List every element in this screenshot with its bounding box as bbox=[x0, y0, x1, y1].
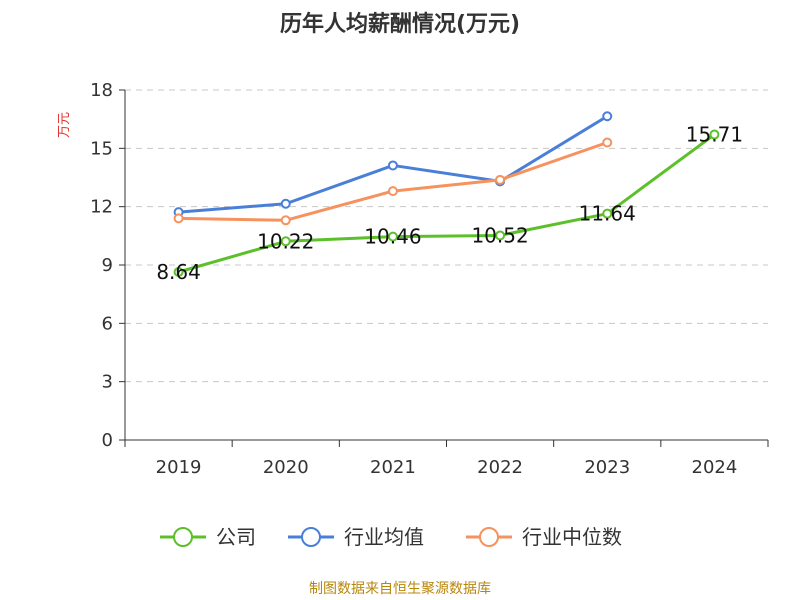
data-point bbox=[387, 186, 398, 197]
legend-marker bbox=[479, 527, 499, 547]
data-source-note: 制图数据来自恒生聚源数据库 bbox=[309, 581, 491, 597]
data-label: 10.52 bbox=[471, 223, 528, 247]
y-axis: 0 3 6 9 12 15 18 bbox=[90, 80, 126, 451]
data-point bbox=[173, 213, 184, 224]
data-label: 15.71 bbox=[686, 123, 743, 147]
data-label: 10.46 bbox=[364, 225, 421, 249]
x-axis: 2019 2020 2021 2022 2023 2024 bbox=[124, 439, 769, 478]
y-tick-label: 3 bbox=[102, 372, 113, 393]
legend-label: 行业均值 bbox=[344, 525, 424, 549]
data-point bbox=[602, 137, 613, 148]
legend-item: 公司 bbox=[160, 525, 256, 549]
legend-label: 行业中位数 bbox=[522, 525, 622, 549]
x-tick-label: 2020 bbox=[263, 457, 309, 478]
y-axis-unit-label: 万元 bbox=[57, 112, 72, 138]
data-point bbox=[280, 215, 291, 226]
data-point bbox=[387, 231, 398, 242]
legend-label: 公司 bbox=[216, 525, 256, 549]
data-point bbox=[173, 267, 184, 277]
legend-item: 行业中位数 bbox=[466, 525, 622, 549]
legend-marker bbox=[301, 527, 321, 547]
legend-item: 行业均值 bbox=[288, 525, 424, 549]
data-point bbox=[280, 198, 291, 209]
data-point bbox=[387, 160, 398, 171]
data-point bbox=[709, 129, 720, 140]
series-lines bbox=[173, 111, 720, 277]
series-line bbox=[178, 133, 716, 274]
gridlines bbox=[125, 89, 768, 383]
data-label: 10.22 bbox=[257, 229, 314, 253]
y-tick-label: 9 bbox=[102, 255, 113, 276]
x-tick-label: 2021 bbox=[370, 457, 416, 478]
data-point bbox=[280, 236, 291, 247]
data-point bbox=[495, 174, 506, 185]
x-tick-label: 2023 bbox=[584, 457, 630, 478]
y-tick-label: 15 bbox=[90, 138, 113, 159]
data-label: 8.64 bbox=[156, 260, 201, 284]
y-tick-label: 6 bbox=[102, 313, 113, 334]
y-tick-label: 0 bbox=[102, 430, 113, 451]
data-point bbox=[495, 230, 506, 241]
legend: 公司 行业均值 行业中位数 bbox=[160, 525, 622, 549]
y-tick-label: 18 bbox=[90, 80, 113, 101]
x-tick-label: 2019 bbox=[156, 457, 202, 478]
y-tick-label: 12 bbox=[90, 197, 113, 218]
data-labels: 8.64 10.22 10.46 10.52 11.64 15.71 bbox=[156, 123, 743, 284]
legend-marker bbox=[173, 527, 193, 547]
data-point bbox=[602, 208, 613, 219]
chart-title: 历年人均薪酬情况(万元) bbox=[279, 12, 521, 37]
x-tick-label: 2022 bbox=[477, 457, 523, 478]
data-label: 11.64 bbox=[579, 202, 636, 226]
x-tick-label: 2024 bbox=[692, 457, 738, 478]
data-point bbox=[602, 111, 613, 122]
